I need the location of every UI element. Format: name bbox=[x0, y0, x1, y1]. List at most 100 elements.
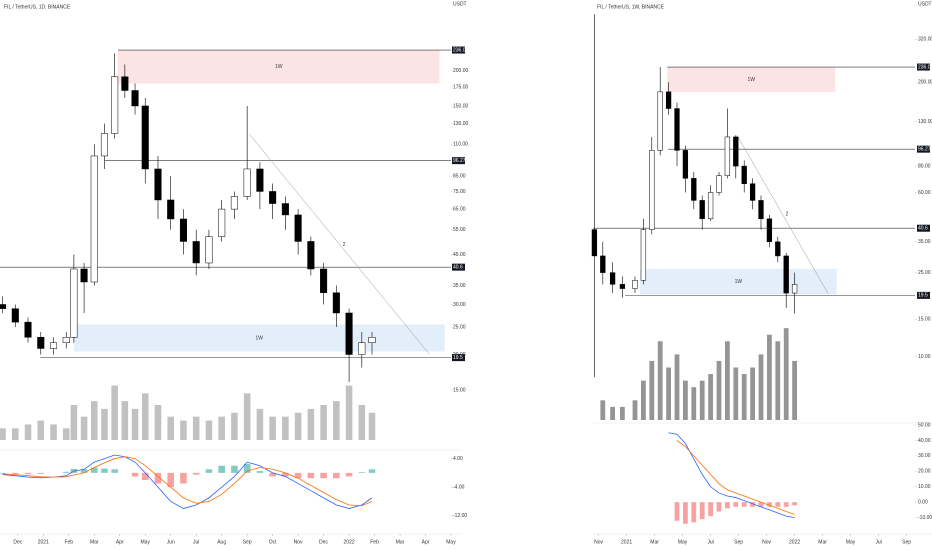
y-tick-label: 25.00 bbox=[918, 270, 931, 276]
macd-histogram bbox=[141, 472, 149, 480]
y-tick-label: 200.00 bbox=[453, 68, 469, 74]
candle-body bbox=[62, 337, 70, 343]
volume-bar bbox=[750, 367, 755, 420]
volume-bar bbox=[121, 401, 129, 440]
currency: USDT bbox=[453, 1, 467, 7]
x-tick-label: Dec bbox=[319, 539, 328, 545]
volume-bar bbox=[50, 424, 57, 440]
x-tick-label: Feb bbox=[64, 539, 73, 545]
macd-histogram bbox=[699, 502, 705, 520]
y-tick-label: 35.00 bbox=[918, 239, 931, 245]
y-tick-label: 10.00 bbox=[918, 354, 931, 360]
macd-histogram bbox=[345, 472, 353, 477]
macd-histogram bbox=[333, 472, 340, 479]
y-tick-label: 30.00 bbox=[453, 302, 466, 308]
volume-bar bbox=[775, 341, 781, 420]
volume-bar bbox=[758, 354, 764, 420]
y-tick-label: 320.00 bbox=[918, 36, 932, 42]
macd-tick-label: -10.00 bbox=[918, 515, 932, 521]
macd-tick-label: 30.00 bbox=[918, 453, 931, 459]
candle-body bbox=[90, 155, 98, 283]
x-tick-label: Nov bbox=[294, 539, 303, 545]
x-tick-label: Dec bbox=[13, 539, 22, 545]
candle-body bbox=[619, 284, 626, 289]
trend-label: 2 bbox=[343, 242, 346, 248]
candle-body bbox=[691, 178, 697, 201]
candle-body bbox=[320, 268, 328, 293]
y-tick-label: 130.00 bbox=[918, 119, 932, 125]
macd-histogram bbox=[256, 471, 264, 473]
y-tick-label: 85.00 bbox=[453, 173, 466, 179]
volume-bar bbox=[180, 420, 187, 440]
macd-histogram bbox=[683, 502, 688, 524]
volume-bar bbox=[733, 367, 739, 420]
y-tick-label: 175.00 bbox=[453, 84, 469, 90]
candle-body bbox=[766, 218, 773, 243]
x-tick-label: 2022 bbox=[344, 539, 355, 545]
macd-histogram bbox=[716, 502, 722, 512]
macd-histogram bbox=[783, 502, 789, 507]
macd-histogram bbox=[111, 469, 118, 473]
macd-histogram bbox=[725, 502, 730, 509]
x-tick-label: Apr bbox=[422, 539, 430, 545]
macd-histogram bbox=[131, 472, 139, 477]
volume-bar bbox=[649, 360, 655, 420]
macd-histogram bbox=[691, 502, 697, 523]
volume-bar bbox=[294, 412, 302, 440]
volume-bar bbox=[674, 354, 680, 420]
level-label: 19.5 bbox=[918, 293, 928, 299]
volume-bar bbox=[37, 420, 45, 440]
x-tick-label: Sep bbox=[902, 539, 911, 545]
candle-body bbox=[791, 284, 798, 294]
trend-line bbox=[249, 134, 430, 355]
volume-bar bbox=[307, 408, 315, 440]
candle-body bbox=[640, 229, 647, 281]
macd-histogram bbox=[205, 469, 213, 473]
zone bbox=[640, 269, 837, 295]
level-tag bbox=[452, 157, 465, 165]
candle-body bbox=[121, 76, 129, 91]
volume-bar bbox=[0, 428, 6, 440]
candle-body bbox=[783, 255, 789, 294]
macd-histogram bbox=[758, 502, 764, 507]
macd-tick-label: 50.00 bbox=[918, 422, 931, 428]
candle-body bbox=[665, 91, 672, 109]
candle-body bbox=[49, 342, 58, 349]
candle-body bbox=[600, 255, 606, 273]
level-tag bbox=[917, 63, 930, 71]
level-label: 19.5 bbox=[453, 355, 463, 361]
y-tick-label: 80.00 bbox=[918, 163, 931, 169]
macd-histogram bbox=[218, 465, 225, 473]
volume-bar bbox=[24, 424, 32, 440]
y-tick-label: 45.00 bbox=[453, 252, 466, 258]
level-label: 236.0 bbox=[918, 64, 931, 70]
x-tick-label: Sep bbox=[734, 539, 743, 545]
volume-bar bbox=[167, 416, 174, 440]
volume-bar bbox=[218, 416, 225, 440]
chart-title: FIL / TetherUS, 1D, BINANCE bbox=[4, 4, 71, 10]
level-label: 40.6 bbox=[453, 264, 463, 270]
x-tick-label: Jul bbox=[707, 539, 713, 545]
volume-bar bbox=[243, 393, 251, 440]
x-tick-label: Oct bbox=[269, 539, 277, 545]
x-tick-label: Sep bbox=[243, 539, 252, 545]
x-tick-label: Mar bbox=[650, 539, 659, 545]
macd-histogram bbox=[674, 502, 680, 521]
macd-line bbox=[2, 454, 373, 509]
trend-line bbox=[736, 135, 829, 294]
x-tick-label: Jun bbox=[167, 539, 175, 545]
volume-bar bbox=[358, 405, 366, 440]
volume-bar bbox=[741, 374, 747, 420]
volume-bar bbox=[699, 380, 705, 420]
volume-bar bbox=[205, 420, 213, 440]
volume-bar bbox=[269, 416, 276, 440]
level-tag bbox=[452, 263, 465, 271]
y-tick-label: 130.00 bbox=[453, 121, 469, 127]
zone bbox=[667, 67, 836, 92]
volume-bar bbox=[600, 400, 606, 420]
level-tag bbox=[917, 291, 930, 299]
candle-body bbox=[131, 90, 139, 107]
candle-body bbox=[674, 108, 680, 151]
candle-body bbox=[733, 136, 739, 167]
macd-tick-label: 40.00 bbox=[918, 438, 931, 444]
